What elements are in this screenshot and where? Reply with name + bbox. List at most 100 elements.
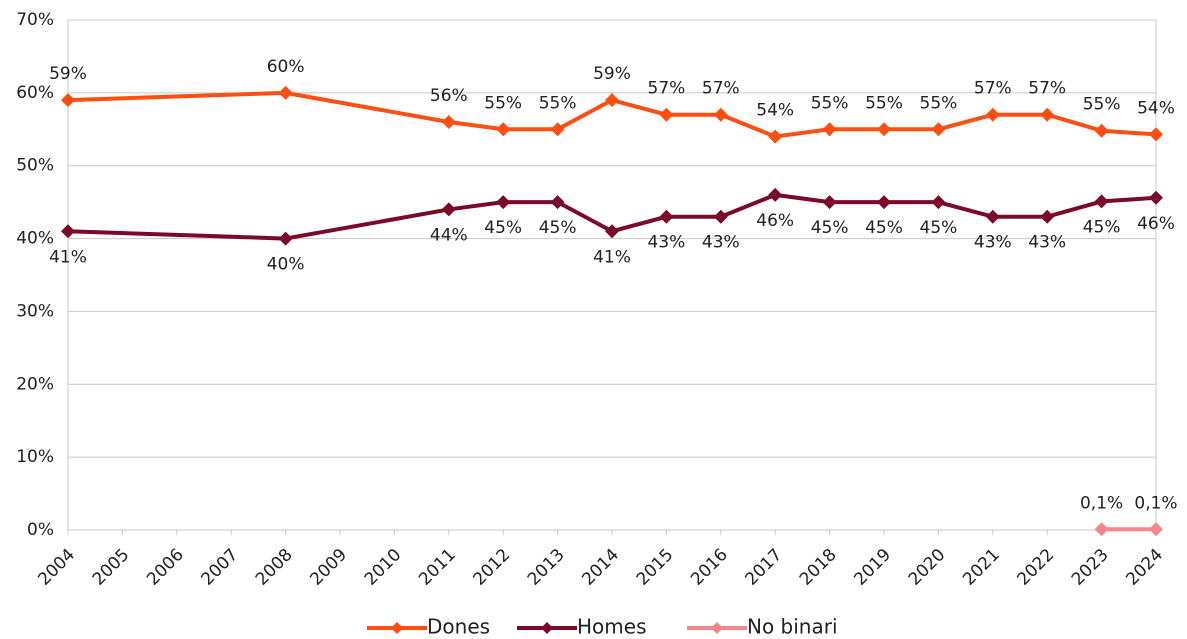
point-marker (441, 115, 456, 129)
data-label: 57% (648, 79, 686, 99)
x-tick-label: 2004 (34, 545, 79, 590)
legend-marker (541, 622, 553, 634)
point-marker (822, 122, 837, 137)
point-marker (496, 122, 511, 137)
point-marker (605, 224, 619, 239)
data-label: 45% (539, 218, 577, 238)
point-marker (877, 195, 891, 210)
data-label: 55% (920, 93, 958, 113)
point-marker (1149, 190, 1163, 205)
data-label: 55% (1083, 95, 1121, 115)
x-tick-label: 2024 (1122, 545, 1167, 590)
data-label: 59% (49, 64, 87, 84)
point-marker (496, 195, 511, 210)
x-tick-label: 2013 (524, 545, 569, 590)
point-marker (877, 122, 891, 137)
y-tick-label: 40% (16, 229, 54, 249)
point-marker (61, 224, 75, 239)
y-tick-label: 30% (16, 301, 54, 321)
point-marker (931, 195, 946, 210)
x-tick-label: 2021 (959, 545, 1004, 590)
point-marker (1040, 107, 1055, 122)
x-tick-label: 2020 (905, 545, 950, 590)
data-label: 55% (811, 93, 849, 113)
x-tick-label: 2015 (633, 545, 678, 590)
x-tick-label: 2014 (578, 545, 623, 590)
data-label: 43% (648, 233, 686, 253)
legend-label: Homes (577, 615, 646, 639)
data-label: 0,1% (1080, 493, 1123, 513)
point-marker (1040, 209, 1055, 224)
point-marker (1094, 194, 1109, 209)
point-marker (822, 195, 837, 210)
data-label: 45% (865, 218, 903, 238)
x-tick-label: 2010 (361, 545, 406, 590)
x-tick-label: 2006 (143, 545, 188, 590)
point-marker (278, 85, 293, 100)
data-label: 55% (484, 93, 522, 113)
point-marker (278, 231, 293, 246)
data-label: 0,1% (1134, 493, 1177, 513)
data-label: 57% (1028, 79, 1066, 99)
point-marker (550, 195, 565, 210)
data-label: 54% (1137, 98, 1175, 118)
point-marker (713, 107, 728, 122)
data-label: 57% (974, 79, 1012, 99)
y-tick-label: 60% (16, 83, 54, 103)
data-label: 56% (430, 86, 468, 106)
data-label: 46% (1137, 214, 1175, 234)
data-label: 41% (593, 247, 631, 267)
data-label: 43% (1028, 233, 1066, 253)
data-label: 44% (430, 225, 468, 245)
data-label: 45% (811, 218, 849, 238)
point-marker (441, 202, 456, 217)
x-tick-label: 2016 (687, 545, 732, 590)
point-marker (605, 93, 619, 108)
data-label: 40% (267, 255, 305, 275)
series-line (67, 192, 1157, 241)
data-label: 60% (267, 57, 305, 77)
y-tick-label: 10% (16, 447, 54, 467)
point-marker (1094, 522, 1109, 537)
data-label: 46% (756, 211, 794, 231)
legend-marker (711, 622, 723, 634)
series-line (67, 90, 1157, 139)
x-tick-label: 2022 (1014, 545, 1059, 590)
point-marker (985, 209, 1000, 224)
x-tick-label: 2008 (252, 545, 297, 590)
point-marker (659, 107, 674, 122)
y-tick-label: 20% (16, 374, 54, 394)
data-label: 57% (702, 79, 740, 99)
x-tick-label: 2005 (89, 545, 134, 590)
point-marker (1149, 127, 1163, 142)
point-marker (985, 107, 1000, 122)
data-label: 43% (702, 233, 740, 253)
point-marker (61, 93, 75, 108)
x-tick-label: 2009 (306, 545, 351, 590)
point-marker (713, 209, 728, 224)
point-marker (768, 187, 783, 202)
data-label: 45% (1083, 217, 1121, 237)
point-marker (1094, 123, 1109, 138)
x-tick-label: 2019 (850, 545, 895, 590)
point-marker (659, 209, 674, 224)
x-tick-label: 2011 (415, 545, 460, 590)
x-tick-label: 2023 (1068, 545, 1113, 590)
legend-label: Dones (427, 615, 490, 639)
data-label: 55% (865, 93, 903, 113)
legend-label: No binari (747, 615, 838, 639)
x-tick-label: 2018 (796, 545, 841, 590)
point-marker (1149, 522, 1163, 537)
y-tick-label: 70% (16, 10, 54, 30)
y-tick-label: 0% (27, 520, 54, 540)
y-tick-label: 50% (16, 156, 54, 176)
x-tick-label: 2012 (470, 545, 515, 590)
data-label: 43% (974, 233, 1012, 253)
x-tick-label: 2007 (198, 545, 243, 590)
data-label: 45% (484, 218, 522, 238)
point-marker (768, 129, 783, 144)
point-marker (550, 122, 565, 137)
data-label: 55% (539, 93, 577, 113)
point-marker (931, 122, 946, 137)
